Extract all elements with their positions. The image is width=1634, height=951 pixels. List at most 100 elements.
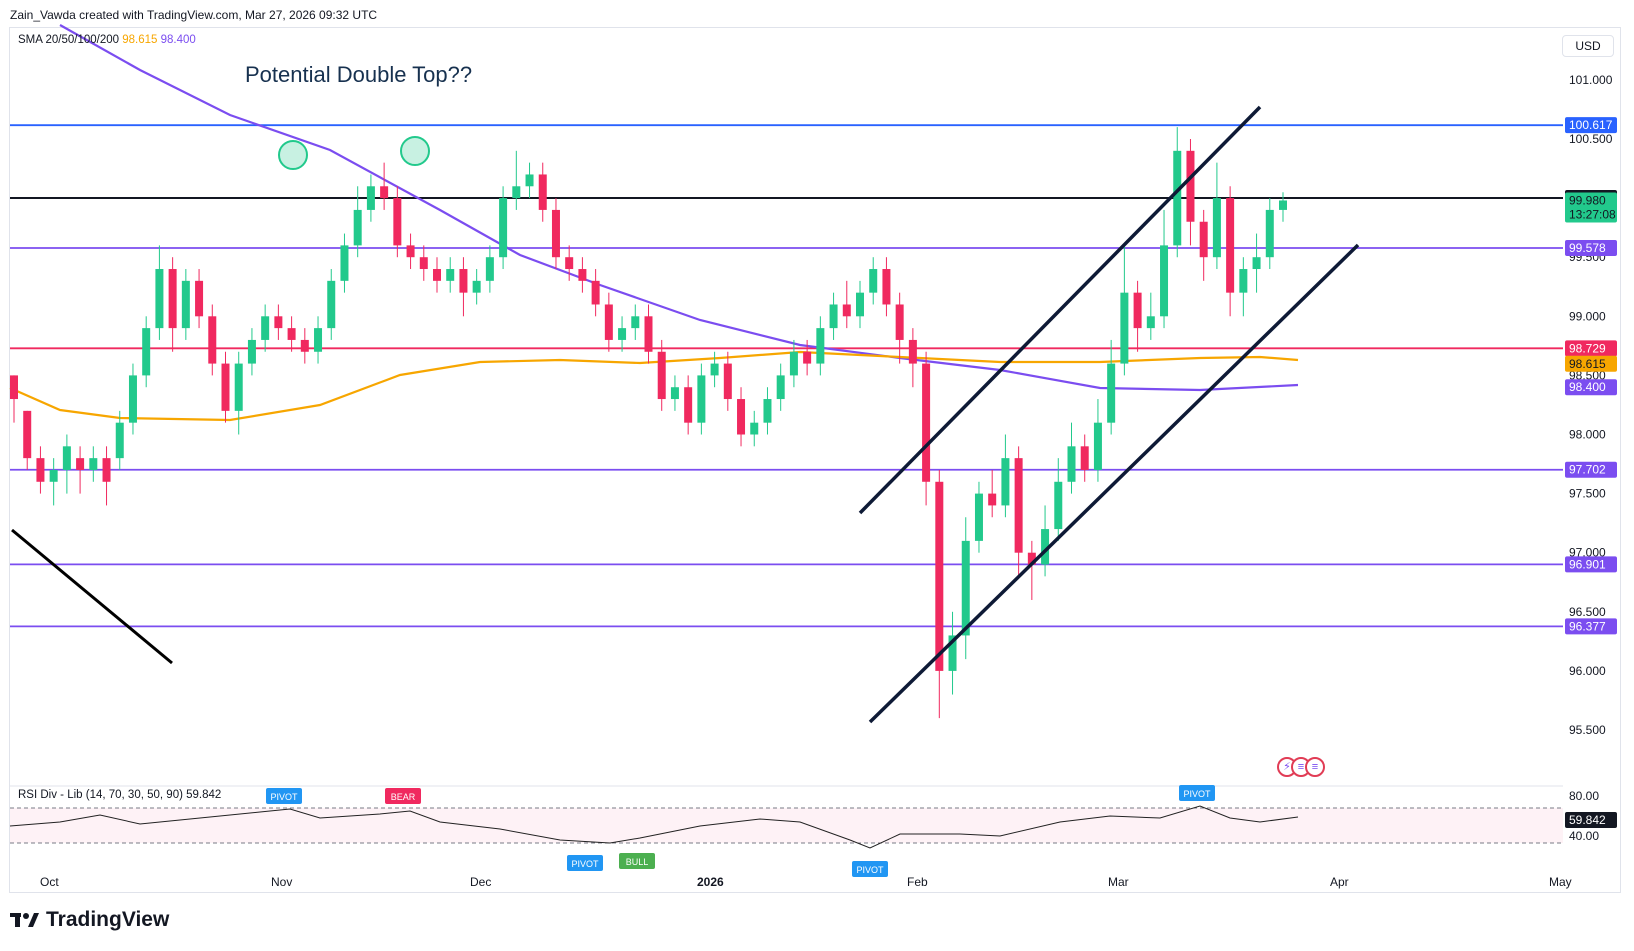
level-tag bbox=[1565, 117, 1617, 134]
x-tick-label: 2026 bbox=[697, 875, 724, 889]
candle-body bbox=[1173, 150, 1182, 246]
candle-body bbox=[723, 363, 732, 400]
candle-body bbox=[1226, 198, 1235, 293]
candle-body bbox=[195, 280, 204, 317]
rsi-signal-badge bbox=[1179, 785, 1215, 801]
us-flag-icon-2[interactable]: ≡ bbox=[1305, 757, 1325, 777]
candle-body bbox=[1239, 269, 1248, 293]
candle-body bbox=[789, 351, 798, 376]
y-tick-label: 96.500 bbox=[1569, 605, 1606, 619]
double-top-marker bbox=[278, 140, 308, 170]
y-tick-label: 99.000 bbox=[1569, 309, 1606, 323]
candle-body bbox=[922, 363, 931, 482]
candle-body bbox=[1265, 209, 1274, 258]
candle-body bbox=[908, 339, 917, 364]
sma-value-orange: 98.615 bbox=[122, 34, 158, 46]
candle-body bbox=[168, 269, 177, 329]
candle-body bbox=[842, 304, 851, 317]
candle-body bbox=[433, 269, 441, 281]
rsi-signal-badge bbox=[567, 855, 603, 871]
last-price-tag bbox=[1565, 192, 1617, 223]
candle-body bbox=[1252, 257, 1261, 270]
candle-body bbox=[631, 316, 640, 329]
candle-body bbox=[327, 280, 336, 329]
candle-body bbox=[869, 269, 878, 293]
rsi-legend-label: RSI Div - Lib (14, 70, 30, 50, 90) bbox=[18, 789, 183, 801]
rsi-legend[interactable]: RSI Div - Lib (14, 70, 30, 50, 90) 59.84… bbox=[18, 789, 221, 801]
x-tick-label: Feb bbox=[907, 875, 928, 889]
candle-body bbox=[618, 328, 627, 340]
last-price-label: 99.980 bbox=[1569, 193, 1606, 207]
candle-body bbox=[948, 635, 957, 671]
rsi-band bbox=[10, 808, 1563, 843]
level-tag bbox=[1565, 340, 1617, 357]
downtrend-line bbox=[11, 528, 173, 665]
currency-button[interactable]: USD bbox=[1562, 35, 1614, 57]
candle-body bbox=[551, 209, 560, 258]
logo-text: TradingView bbox=[46, 908, 170, 931]
candle-body bbox=[393, 198, 402, 246]
candle-body bbox=[353, 209, 362, 246]
candle-body bbox=[446, 269, 455, 281]
candle-body bbox=[935, 481, 944, 671]
rsi-signal-label: PIVOT bbox=[1183, 789, 1211, 799]
candle-body bbox=[1054, 481, 1063, 530]
candle-body bbox=[1001, 458, 1010, 506]
candle-body bbox=[1146, 316, 1155, 329]
rsi-value-label: 59.842 bbox=[1569, 813, 1606, 827]
candle-body bbox=[10, 375, 18, 400]
rsi-signal-label: BULL bbox=[626, 857, 649, 867]
candle-body bbox=[1080, 446, 1089, 470]
candle-body bbox=[181, 280, 190, 329]
candle-body bbox=[1107, 363, 1116, 423]
candle-body bbox=[23, 410, 32, 459]
candle-body bbox=[459, 269, 468, 293]
candle-body bbox=[1093, 422, 1102, 470]
candle-body bbox=[1014, 458, 1023, 553]
candle-body bbox=[670, 387, 679, 400]
candle-body bbox=[710, 363, 719, 376]
level-label: 97.702 bbox=[1569, 463, 1606, 477]
rsi-signal-badge bbox=[385, 788, 421, 804]
chart-credit: Zain_Vawda created with TradingView.com,… bbox=[10, 8, 378, 22]
candle-body bbox=[208, 316, 217, 364]
candle-body bbox=[406, 245, 415, 258]
x-tick-label: Nov bbox=[271, 875, 292, 889]
candle-body bbox=[578, 269, 587, 281]
candle-body bbox=[1027, 552, 1036, 565]
level-tag bbox=[1565, 461, 1617, 478]
candle-body bbox=[961, 540, 970, 636]
y-tick-label: 97.500 bbox=[1569, 487, 1606, 501]
x-tick-label: Mar bbox=[1108, 875, 1129, 889]
candle-body bbox=[485, 257, 494, 281]
candle-body bbox=[1199, 221, 1208, 258]
candle-body bbox=[340, 245, 349, 281]
candle-body bbox=[274, 316, 283, 329]
rsi-tick-label: 40.00 bbox=[1569, 829, 1599, 843]
rsi-signal-badge bbox=[619, 853, 655, 869]
rsi-signal-label: PIVOT bbox=[571, 859, 599, 869]
candle-body bbox=[1186, 150, 1195, 222]
candle-body bbox=[895, 304, 904, 340]
event-icons[interactable]: ⚡ ≡ ≡ bbox=[1277, 757, 1325, 777]
sma-value-purple: 98.400 bbox=[160, 34, 196, 46]
candle-body bbox=[49, 469, 58, 482]
tradingview-logo[interactable]: TradingView bbox=[10, 908, 169, 932]
rsi-signal-badge bbox=[852, 861, 888, 877]
candle-body bbox=[882, 269, 891, 305]
candle-body bbox=[142, 328, 151, 376]
candle-body bbox=[221, 363, 230, 411]
candle-body bbox=[697, 375, 706, 423]
rsi-signal-label: PIVOT bbox=[270, 792, 298, 802]
level-label: 96.377 bbox=[1569, 619, 1606, 633]
level-tag bbox=[1565, 556, 1617, 573]
sma-orange-line bbox=[9, 350, 1299, 422]
sma-legend[interactable]: SMA 20/50/100/200 98.615 98.400 bbox=[18, 34, 196, 46]
rsi-legend-value: 59.842 bbox=[186, 789, 222, 801]
sma-tag bbox=[1565, 379, 1617, 396]
candle-body bbox=[816, 328, 825, 364]
candle-body bbox=[1279, 200, 1287, 210]
candle-body bbox=[1041, 529, 1050, 565]
sma-tag bbox=[1565, 355, 1617, 372]
